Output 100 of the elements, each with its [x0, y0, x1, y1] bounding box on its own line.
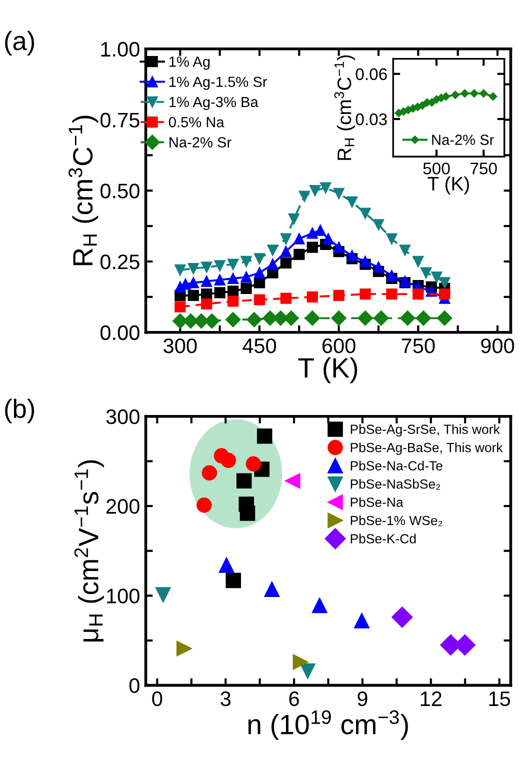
point: [309, 185, 321, 196]
point: [470, 89, 478, 98]
point: [254, 253, 266, 264]
legend-label: 1% Ag: [169, 56, 210, 70]
legend-label: PbSe-1% WSe₂: [350, 515, 442, 526]
point: [460, 89, 469, 98]
y-tick-label: 0.75: [100, 112, 140, 128]
point: [418, 101, 426, 110]
point: [188, 263, 199, 274]
point: [188, 290, 199, 302]
point: [360, 208, 371, 219]
point: [306, 242, 318, 253]
point: [254, 277, 266, 288]
point: [214, 274, 226, 286]
point: [437, 310, 452, 326]
x-tick-label: 500: [423, 162, 450, 174]
point: [431, 272, 442, 283]
point: [451, 90, 460, 100]
y-tick-label: 0.00: [100, 325, 140, 340]
point: [196, 497, 212, 513]
x-axis-title: T (K): [298, 357, 358, 384]
y-tick-label: 0.50: [100, 184, 140, 198]
legend-label: 0.5% Na: [168, 117, 224, 128]
point: [346, 250, 358, 262]
point: [360, 288, 371, 300]
point: [240, 282, 252, 294]
legend-label: PbSe-K-Cd: [350, 534, 416, 544]
point: [267, 244, 278, 256]
chart-title: (a): [5, 30, 34, 56]
x-tick-label: 300: [164, 338, 197, 354]
point: [333, 242, 344, 253]
point: [300, 663, 316, 679]
point: [320, 182, 332, 194]
point: [201, 298, 212, 310]
x-tick-label: 15: [489, 692, 510, 706]
point: [227, 286, 239, 297]
point: [392, 606, 413, 628]
point: [312, 598, 328, 614]
point: [298, 190, 310, 202]
point: [284, 310, 299, 326]
point: [280, 233, 292, 244]
y-tick-label: 200: [106, 499, 140, 514]
text: μ$_{H}$ (cm$^{2}$V$^{−1}$s$^{−1}$): [74, 460, 104, 642]
point: [227, 258, 239, 270]
point: [188, 277, 199, 288]
x-tick-label: 750: [470, 162, 497, 174]
x-tick-label: 750: [402, 338, 435, 354]
x-tick-label: 600: [322, 338, 356, 354]
point: [220, 452, 236, 468]
point: [254, 267, 266, 278]
point: [386, 233, 398, 244]
legend-label: 1% Ag-1.5% Sr: [169, 76, 268, 90]
x-tick-label: 450: [242, 338, 276, 354]
point: [360, 256, 371, 268]
point: [439, 288, 450, 300]
y-tick-label: 100: [107, 588, 140, 604]
point: [442, 92, 450, 101]
point: [246, 456, 262, 472]
point: [236, 473, 252, 489]
x-tick-label: 900: [481, 338, 514, 354]
point: [202, 465, 218, 480]
point: [214, 287, 226, 298]
point: [246, 312, 262, 328]
point: [218, 558, 234, 573]
legend-label: PbSe-Ag-SrSe, This work: [350, 424, 500, 437]
point: [226, 572, 241, 588]
point: [201, 288, 212, 300]
point: [358, 310, 373, 326]
point: [174, 264, 186, 276]
point: [267, 258, 278, 270]
point: [386, 270, 398, 282]
y-tick-label: 1.00: [101, 42, 140, 57]
point: [240, 506, 256, 521]
point: [294, 248, 305, 260]
point: [372, 262, 384, 273]
y-axis-title: R$_{H}$ (cm$^{3}$C$^{−1}$): [68, 116, 98, 266]
legend-label: 1% Ag-3% Ba: [169, 96, 258, 110]
point: [294, 233, 305, 244]
point: [227, 272, 239, 284]
point: [412, 288, 424, 300]
point: [280, 257, 292, 268]
point: [225, 312, 241, 328]
point: [306, 291, 318, 302]
point: [333, 290, 344, 302]
legend-label: PbSe-Na: [350, 497, 404, 507]
point: [346, 196, 358, 208]
x-tick-label: 3: [220, 691, 230, 706]
legend-label: Na-2% Sr: [432, 134, 494, 145]
point: [400, 310, 416, 326]
x-axis-title: n (10$^{19}$ cm$^{−3}$): [248, 710, 408, 740]
point: [174, 301, 186, 312]
point: [322, 233, 334, 244]
point: [333, 188, 344, 200]
legend-label: Na-2% Sr: [170, 137, 232, 148]
point: [304, 310, 320, 326]
legend-label: PbSe-Ag-BaSe, This work: [350, 442, 503, 455]
point: [254, 294, 266, 306]
point: [292, 654, 308, 670]
point: [176, 640, 192, 656]
point: [227, 296, 239, 307]
